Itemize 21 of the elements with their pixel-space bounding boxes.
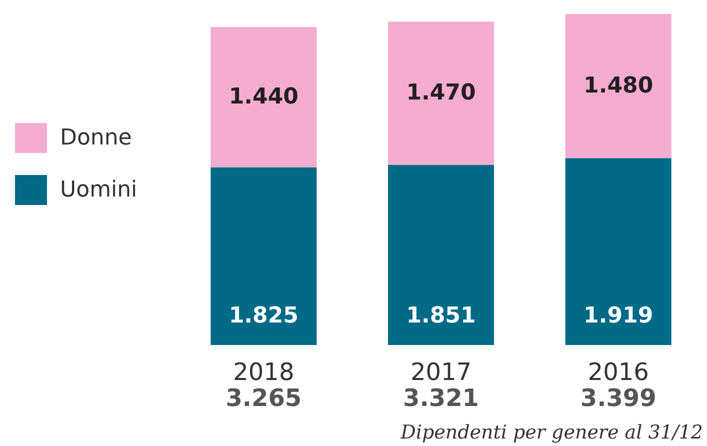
total-label: 3.321 xyxy=(403,384,479,412)
bar xyxy=(565,158,672,345)
text: Dipendenti per genere al 31/12 xyxy=(400,422,704,444)
legend-label: Donne xyxy=(60,126,132,150)
data-label: 1.825 xyxy=(228,304,298,328)
data-label: 1.440 xyxy=(228,84,298,110)
data-label: 1.851 xyxy=(406,304,476,328)
x-tick-label: 2018 xyxy=(233,358,294,386)
data-label: 1.919 xyxy=(584,304,654,328)
data-label: 1.480 xyxy=(584,74,654,99)
legend-label: Uomini xyxy=(60,178,138,202)
bar xyxy=(388,22,494,165)
data-label: 1.470 xyxy=(406,80,476,106)
bar xyxy=(388,164,494,345)
total-label: 3.399 xyxy=(580,384,656,412)
x-tick-label: 2017 xyxy=(410,358,472,386)
total-label: 3.265 xyxy=(226,384,302,412)
x-tick-label: 2016 xyxy=(588,358,649,386)
bar xyxy=(210,27,317,168)
bar xyxy=(565,14,672,158)
bar xyxy=(210,167,317,345)
